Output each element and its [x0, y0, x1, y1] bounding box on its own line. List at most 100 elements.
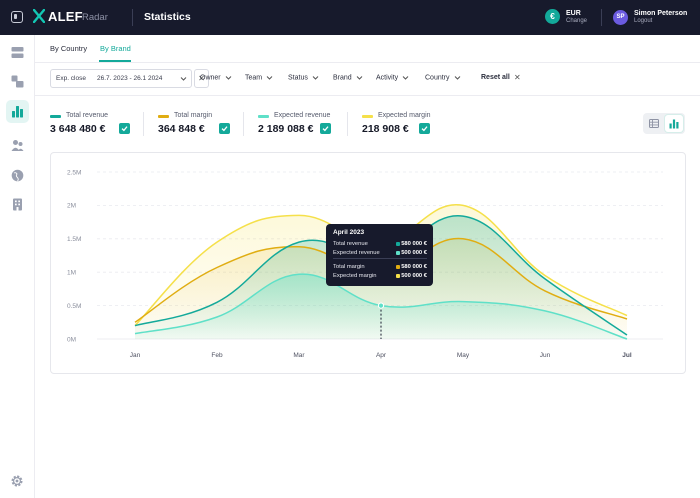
avatar[interactable]: SP — [613, 10, 628, 25]
tooltip-series-value: 580 000 € — [401, 264, 427, 270]
sidebar-item-building[interactable] — [6, 193, 29, 216]
tooltip-series-name: Total margin — [333, 264, 365, 270]
bar-chart-icon — [12, 106, 23, 118]
kpi-toggle-checkbox[interactable] — [419, 123, 430, 134]
filter-label: Brand — [333, 74, 352, 82]
kpi-label: Total margin — [174, 112, 213, 119]
sidebar-item-globe[interactable] — [6, 164, 29, 187]
tooltip-series-name: Total revenue — [333, 241, 368, 247]
reset-all-button[interactable]: Reset all — [481, 74, 510, 81]
series-swatch — [396, 251, 400, 255]
series-swatch — [50, 115, 61, 118]
sidebar-item-statistics[interactable] — [6, 100, 29, 123]
filter-label: Owner — [200, 74, 221, 82]
chevron-down-icon — [312, 76, 319, 80]
tooltip-series-name: Expected margin — [333, 273, 377, 279]
x-tick-label: Jun — [540, 352, 551, 359]
y-tick-label: 1M — [67, 270, 76, 277]
y-tick-label: 0.5M — [67, 303, 81, 310]
page-title: Statistics — [144, 11, 191, 23]
flow-icon — [11, 75, 24, 88]
kpi-label: Total revenue — [66, 112, 109, 119]
kpi-value: 3 648 480 € — [50, 123, 106, 135]
table-view-button[interactable] — [645, 115, 663, 132]
users-icon — [11, 140, 24, 151]
hover-point — [377, 302, 385, 309]
clear-date-button[interactable]: ✕ — [194, 69, 209, 88]
status-filter[interactable]: Status — [288, 74, 319, 81]
gear-icon[interactable] — [10, 474, 24, 488]
checkmark-icon — [121, 126, 128, 132]
alef-logo-icon — [33, 9, 45, 23]
sidebar-toggle-icon[interactable] — [11, 11, 23, 23]
kpi-toggle-checkbox[interactable] — [219, 123, 230, 134]
sidebar-item-flow[interactable] — [6, 70, 29, 93]
view-toggle — [643, 113, 685, 134]
close-icon[interactable]: ✕ — [514, 73, 521, 82]
building-icon — [13, 198, 22, 211]
globe-icon — [11, 169, 24, 182]
filter-label: Status — [288, 74, 308, 82]
kpi-label: Expected margin — [378, 112, 431, 119]
chevron-down-icon — [454, 76, 460, 80]
tooltip-series-value: 580 000 € — [401, 241, 427, 247]
chevron-down-icon — [356, 76, 363, 80]
tooltip-series-value: 500 000 € — [401, 250, 427, 256]
chart-tooltip: April 2023 Total revenue 580 000 € Expec… — [326, 224, 433, 286]
euro-icon: € — [545, 9, 560, 24]
owner-filter[interactable]: Owner — [200, 74, 232, 81]
header-divider — [132, 9, 133, 26]
filter-bar: Exp. close 26.7. 2023 - 26.1 2024 ✕ Owne… — [35, 63, 700, 96]
series-swatch — [396, 274, 400, 278]
table-icon — [649, 119, 659, 128]
tab-by-brand[interactable]: By Brand — [100, 44, 131, 53]
kpi-divider — [243, 112, 244, 136]
x-tick-label: Feb — [211, 352, 223, 359]
series-swatch — [362, 115, 373, 118]
top-bar: ALEF Radar Statistics € EUR Change SP Si… — [0, 0, 700, 35]
x-tick-label: Jul — [622, 352, 632, 359]
tab-by-country[interactable]: By Country — [50, 44, 88, 53]
checkmark-icon — [421, 126, 428, 132]
checkmark-icon — [221, 126, 228, 132]
team-filter[interactable]: Team — [245, 74, 273, 81]
bar-chart-icon — [669, 119, 679, 128]
chart-view-button[interactable] — [665, 115, 683, 132]
header-divider — [601, 9, 602, 26]
kpi-divider — [143, 112, 144, 136]
chevron-down-icon — [266, 76, 273, 80]
user-name: Simon Peterson — [634, 10, 688, 17]
kpi-value: 218 908 € — [362, 123, 409, 135]
tooltip-title: April 2023 — [333, 229, 365, 236]
series-swatch — [396, 265, 400, 269]
kpi-value: 2 189 088 € — [258, 123, 314, 135]
series-swatch — [258, 115, 269, 118]
date-filter-label: Exp. close — [56, 75, 86, 82]
logo-text: ALEF — [48, 9, 83, 24]
sidebar-item-layers[interactable] — [6, 41, 29, 64]
x-tick-label: May — [457, 352, 470, 359]
kpi-toggle-checkbox[interactable] — [320, 123, 331, 134]
x-tick-label: Jan — [130, 352, 141, 359]
date-range-filter[interactable]: Exp. close 26.7. 2023 - 26.1 2024 — [50, 69, 192, 88]
logout-link[interactable]: Logout — [634, 18, 653, 24]
activity-filter[interactable]: Activity — [376, 74, 409, 81]
filter-label: Activity — [376, 74, 399, 82]
tooltip-series-value: 500 000 € — [401, 273, 427, 279]
sidebar-item-users[interactable] — [6, 134, 29, 157]
country-filter[interactable]: Country — [425, 74, 461, 81]
close-icon: ✕ — [198, 74, 205, 83]
y-tick-label: 2.5M — [67, 169, 81, 176]
logo-subtitle: Radar — [82, 12, 108, 23]
kpi-toggle-checkbox[interactable] — [119, 123, 130, 134]
view-tabs: By Country By Brand — [35, 35, 700, 63]
y-tick-label: 2M — [67, 203, 76, 210]
y-tick-label: 0M — [67, 336, 76, 343]
currency-code: EUR — [566, 10, 581, 17]
tooltip-series-name: Expected revenue — [333, 250, 380, 256]
tooltip-divider — [333, 258, 427, 259]
kpi-divider — [347, 112, 348, 136]
currency-change-link[interactable]: Change — [566, 18, 588, 24]
brand-filter[interactable]: Brand — [333, 74, 363, 81]
chevron-down-icon — [180, 77, 187, 81]
